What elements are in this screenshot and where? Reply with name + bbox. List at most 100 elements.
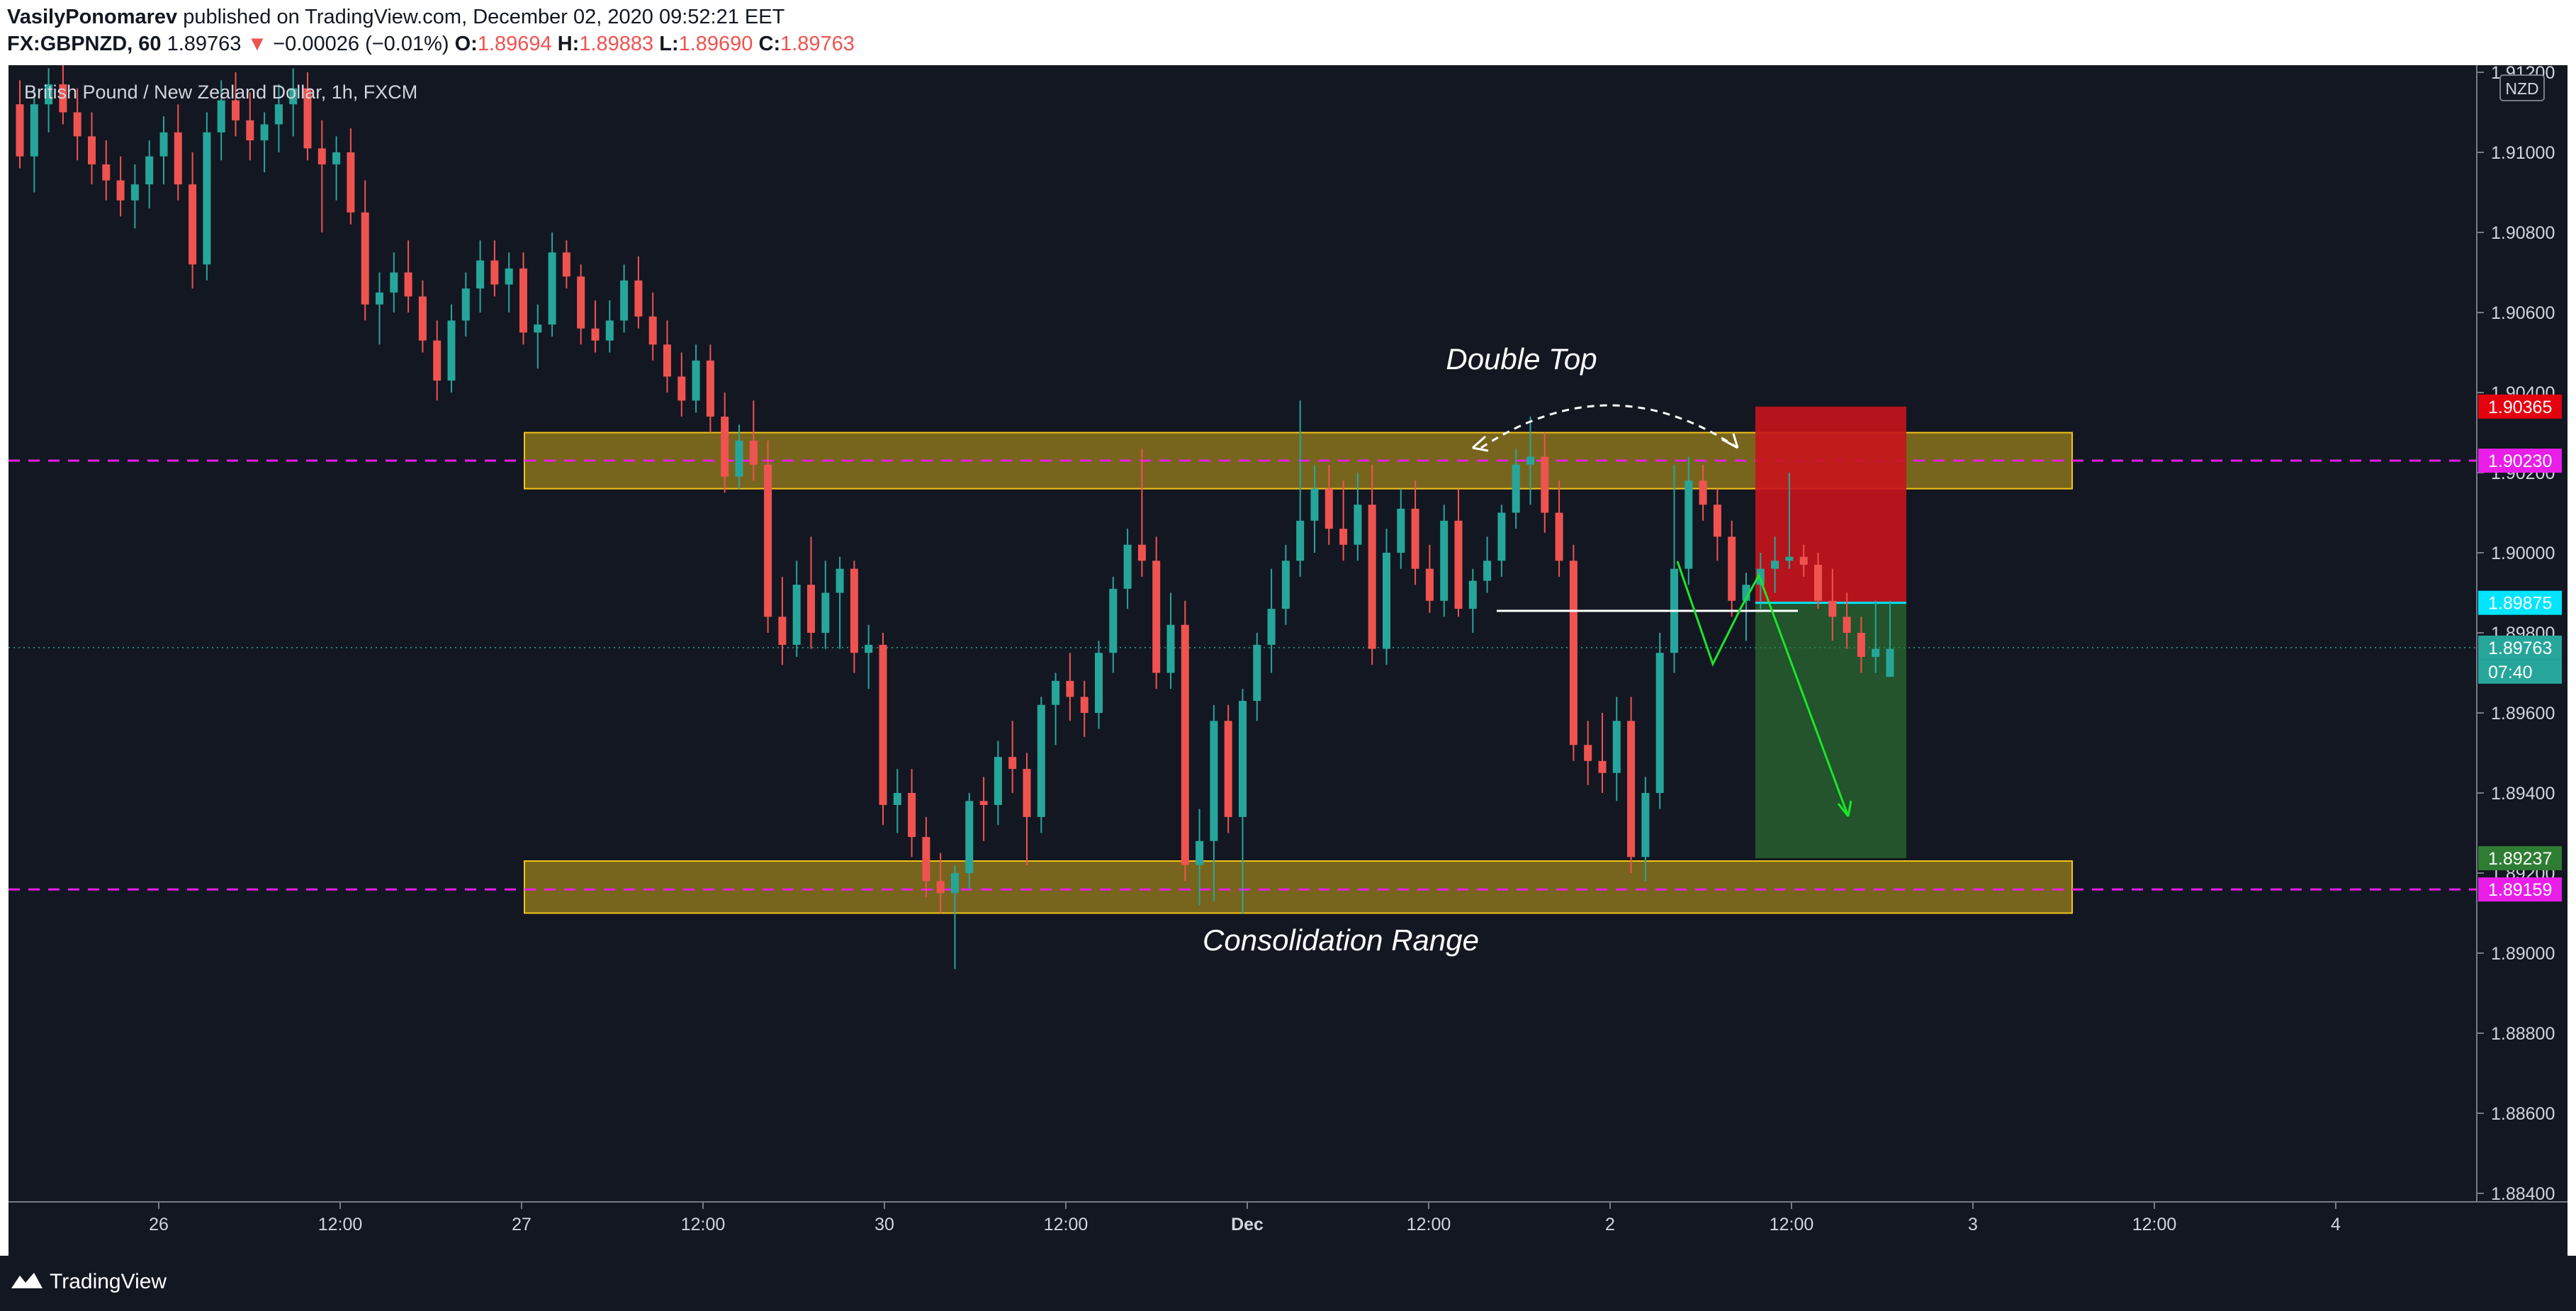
double-top-arc <box>1480 404 1738 449</box>
tradingview-icon <box>11 1273 43 1288</box>
candle-body <box>1166 624 1175 673</box>
candle-body <box>246 120 254 141</box>
candle-body <box>1541 456 1549 513</box>
footer-bar: TradingView <box>0 1256 2576 1311</box>
candle-body <box>1109 588 1118 653</box>
candle-body <box>303 88 312 149</box>
candle-body <box>1742 585 1750 601</box>
candle-body <box>347 152 355 213</box>
price-chart[interactable]: 1.912001.910001.908001.906001.904001.902… <box>9 56 2567 1284</box>
time-tick-label: 30 <box>874 1215 894 1234</box>
candle-body <box>792 585 801 645</box>
candle-body <box>159 132 168 157</box>
price-label-tag <box>2478 877 2562 902</box>
arc-end-arrow-icon <box>1721 433 1739 449</box>
candle-body <box>1210 721 1218 841</box>
author-name[interactable]: VasilyPonomarev <box>7 6 178 28</box>
price-label-tag <box>2478 394 2562 419</box>
candle-body <box>447 320 456 381</box>
candle-body <box>836 568 844 593</box>
price-tick-label: 1.90000 <box>2491 544 2555 563</box>
price-label-text: 1.90230 <box>2488 451 2552 471</box>
candle-body <box>1354 505 1362 545</box>
candle-body <box>1684 480 1693 569</box>
open-value: 1.89694 <box>477 33 552 55</box>
candle-body <box>418 296 427 341</box>
candle-body <box>88 136 96 164</box>
candle-body <box>461 288 470 321</box>
candle-body <box>1023 769 1031 817</box>
candle-body <box>534 324 542 333</box>
high-label: H: <box>557 33 580 55</box>
price-tick-label: 1.88800 <box>2491 1024 2555 1044</box>
candle-body <box>1627 721 1636 857</box>
candle-body <box>677 376 686 401</box>
candle-body <box>605 320 614 341</box>
candle-body <box>490 260 499 285</box>
price-label-text: 1.90365 <box>2488 398 2552 417</box>
candle-body <box>591 328 600 341</box>
time-tick-label: Dec <box>1231 1215 1264 1234</box>
candle-body <box>1339 529 1348 545</box>
candle-body <box>879 644 887 805</box>
candle-body <box>59 84 67 113</box>
down-arrow-icon: ▼ <box>247 33 268 55</box>
candle-body <box>1785 556 1794 561</box>
take-profit-zone <box>1755 602 1906 859</box>
candle-body <box>1383 553 1390 649</box>
candle-body <box>274 104 283 125</box>
low-value: 1.89690 <box>678 33 753 55</box>
time-tick-label: 2 <box>1605 1215 1615 1234</box>
candle-body <box>807 585 815 633</box>
published-text: published on TradingView.com, December 0… <box>177 6 785 28</box>
candle-body <box>45 84 53 105</box>
candle-body <box>908 793 916 838</box>
time-tick-label: 26 <box>149 1215 169 1234</box>
arc-start-arrow-icon <box>1472 435 1489 452</box>
candle-body <box>1368 505 1376 649</box>
brand-name: TradingView <box>50 1270 167 1293</box>
candle-body <box>979 801 988 805</box>
double-top-label: Double Top <box>1446 342 1597 376</box>
candle-body <box>317 148 326 164</box>
candle-body <box>1512 464 1520 513</box>
candle-body <box>1655 653 1664 793</box>
candle-body <box>1771 561 1779 569</box>
candle-body <box>145 156 154 185</box>
candle-body <box>634 280 643 317</box>
candle-body <box>548 252 556 325</box>
candle-body <box>1526 456 1534 465</box>
candle-body <box>16 104 24 157</box>
candle-body <box>562 252 570 277</box>
price-tick-label: 1.89600 <box>2491 704 2555 724</box>
drawings-layer <box>1472 404 1852 817</box>
candle-body <box>1052 680 1060 705</box>
candle-body <box>648 316 657 345</box>
candle-body <box>1454 520 1463 609</box>
candle-body <box>260 124 269 141</box>
candle-body <box>1598 760 1607 773</box>
candle-body <box>1123 544 1132 589</box>
candle-body <box>1857 633 1865 657</box>
candle-body <box>1584 745 1592 761</box>
candle-body <box>217 100 225 133</box>
chart-area[interactable]: 1.91200 1.91000 1.90800 1.90600 1.90400 1.902… <box>9 56 2567 1284</box>
candle-body <box>1281 561 1290 609</box>
price-tick-label: 1.91000 <box>2491 143 2555 163</box>
close-label: C: <box>758 33 781 55</box>
candle-body <box>1843 617 1851 633</box>
candle-body <box>1555 512 1563 561</box>
candle-body <box>1641 793 1650 857</box>
candle-body <box>1267 609 1276 645</box>
candle-body <box>1324 488 1333 529</box>
candle-body <box>189 184 197 265</box>
short-position[interactable] <box>1755 406 1906 859</box>
tradingview-logo[interactable]: TradingView <box>10 1270 167 1294</box>
candle-body <box>1095 653 1103 713</box>
candle-body <box>1397 508 1405 553</box>
candle-body <box>404 272 412 297</box>
high-value: 1.89883 <box>579 33 654 55</box>
candle-body <box>1872 648 1880 657</box>
currency-badge <box>2499 74 2545 101</box>
candle-body <box>232 100 240 120</box>
